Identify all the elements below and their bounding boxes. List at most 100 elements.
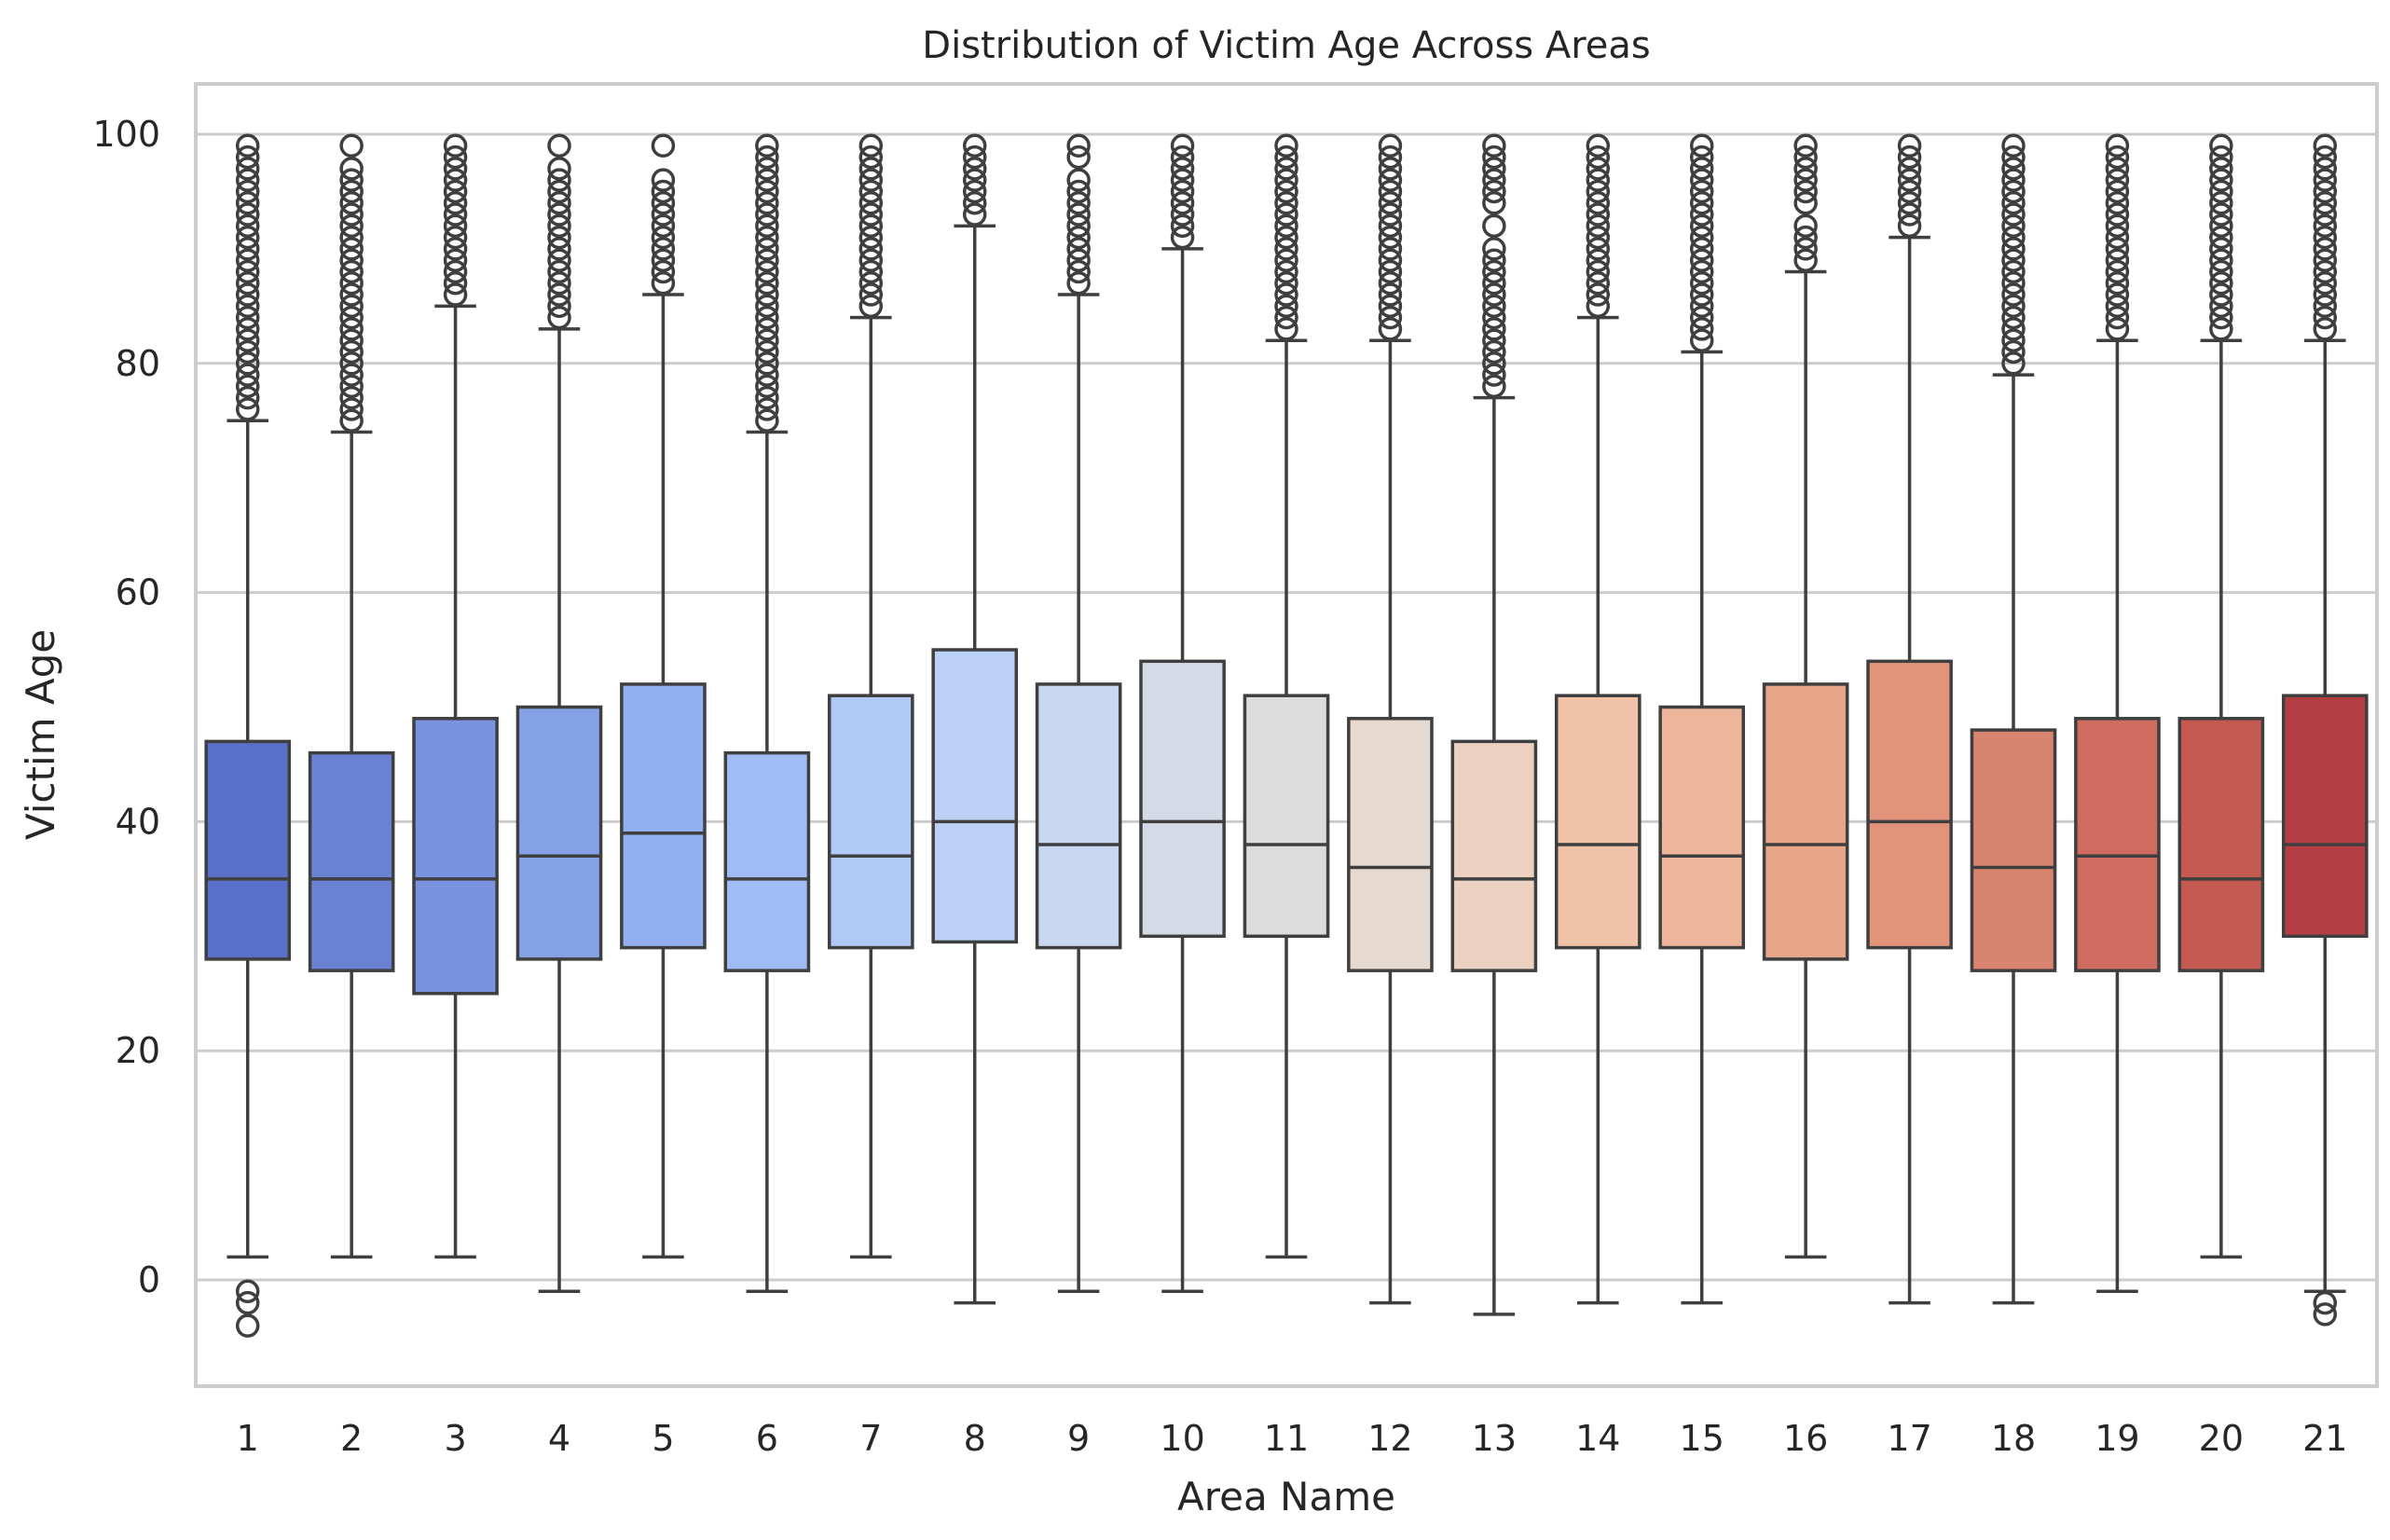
x-tick-label: 11	[1264, 1418, 1309, 1459]
outlier-point	[755, 317, 779, 341]
outlier-point	[339, 385, 364, 410]
outlier-point	[2313, 133, 2338, 158]
outlier-point	[339, 328, 364, 352]
outlier-point	[755, 248, 779, 272]
outlier-point	[858, 237, 884, 261]
outlier-point	[651, 225, 676, 250]
box-group-2	[308, 133, 395, 1259]
outlier-point	[1482, 168, 1506, 192]
outlier-point	[547, 133, 571, 158]
outlier-point	[755, 282, 779, 307]
outlier-point	[547, 305, 571, 330]
outlier-point	[1378, 133, 1403, 158]
outlier-point	[1689, 202, 1714, 227]
outlier-point	[858, 144, 884, 170]
outlier-point	[2209, 144, 2233, 170]
outlier-point	[1274, 179, 1298, 204]
outlier-point	[339, 179, 364, 204]
outlier-point	[1482, 248, 1506, 272]
outlier-point	[1170, 190, 1195, 215]
outlier-point	[1689, 213, 1714, 239]
outlier-point	[1897, 190, 1922, 215]
outlier-point	[1274, 282, 1298, 307]
outlier-point	[962, 133, 987, 158]
outlier-point	[651, 237, 676, 261]
outlier-point	[339, 157, 364, 181]
outlier-point	[1586, 225, 1611, 250]
outlier-point	[235, 317, 260, 341]
outlier-point	[2209, 248, 2233, 272]
outlier-point	[235, 202, 260, 227]
outlier-point	[2105, 248, 2130, 272]
box-iqr	[204, 739, 292, 961]
outlier-point	[443, 225, 468, 250]
outlier-point	[1689, 282, 1714, 307]
outlier-point	[339, 248, 364, 272]
outlier-point	[1897, 202, 1922, 227]
outlier-point	[2001, 190, 2026, 215]
outlier-point	[651, 179, 676, 204]
outlier-point	[2105, 271, 2130, 296]
outlier-point	[1274, 259, 1298, 284]
outlier-point	[2313, 1290, 2338, 1315]
outlier-point	[1482, 294, 1506, 319]
outlier-point	[1586, 179, 1611, 204]
box-group-4	[515, 133, 603, 1294]
outlier-point	[651, 259, 676, 284]
outlier-point	[1793, 157, 1818, 181]
outlier-point	[339, 168, 364, 192]
outlier-point	[1274, 144, 1298, 170]
outlier-point	[339, 225, 364, 250]
box-iqr	[308, 750, 395, 972]
outlier-point	[1066, 213, 1091, 239]
outlier-point	[235, 385, 260, 410]
outlier-point	[443, 213, 468, 239]
outlier-point	[235, 1290, 260, 1315]
outlier-point	[1170, 202, 1195, 227]
outlier-point	[2209, 202, 2233, 227]
outlier-point	[1274, 133, 1298, 158]
outlier-point	[235, 144, 260, 170]
outlier-point	[235, 339, 260, 364]
outlier-point	[2001, 328, 2026, 352]
outlier-point	[2313, 294, 2338, 319]
outlier-point	[547, 294, 571, 319]
outlier-point	[443, 144, 468, 170]
outlier-point	[2313, 225, 2338, 250]
outlier-point	[547, 237, 571, 261]
outlier-point	[2001, 317, 2026, 341]
outlier-point	[1897, 168, 1922, 192]
outlier-point	[651, 248, 676, 272]
outlier-point	[1378, 202, 1403, 227]
outlier-point	[2209, 282, 2233, 307]
outlier-point	[1274, 294, 1298, 319]
outlier-point	[2209, 179, 2233, 204]
outlier-point	[1793, 190, 1818, 215]
y-tick-label: 0	[138, 1259, 160, 1300]
outlier-point	[1274, 317, 1298, 341]
outlier-point	[339, 317, 364, 341]
outlier-point	[1689, 157, 1714, 181]
outlier-point	[2313, 317, 2338, 341]
outlier-point	[2105, 168, 2130, 192]
outlier-point	[339, 213, 364, 239]
outlier-point	[547, 157, 571, 181]
outlier-point	[1274, 190, 1298, 215]
box-group-8	[931, 133, 1019, 1305]
outlier-point	[1482, 317, 1506, 341]
outlier-point	[2001, 294, 2026, 319]
outlier-point	[755, 237, 779, 261]
outlier-point	[547, 179, 571, 204]
x-tick-label: 16	[1783, 1418, 1828, 1459]
outlier-point	[755, 328, 779, 352]
outlier-point	[547, 190, 571, 215]
outlier-point	[962, 168, 987, 192]
x-tick-label: 7	[859, 1418, 882, 1459]
outlier-point	[1482, 179, 1506, 204]
outlier-point	[235, 397, 260, 421]
outlier-point	[235, 363, 260, 387]
box-iqr	[2281, 694, 2369, 939]
boxes	[204, 133, 2369, 1338]
outlier-point	[1793, 248, 1818, 272]
